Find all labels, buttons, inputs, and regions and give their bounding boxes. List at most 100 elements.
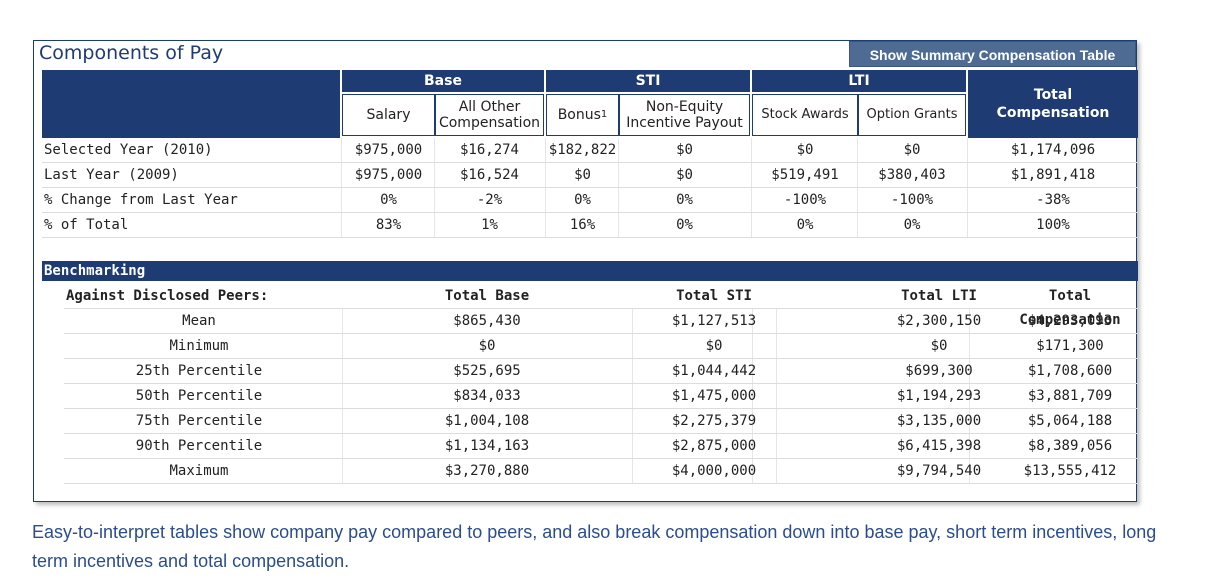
bench-row-label: Maximum: [169, 463, 229, 479]
cell-non-equity: $0: [676, 167, 693, 183]
column-divider: [632, 409, 633, 433]
column-divider: [857, 213, 858, 237]
bench-cell-total-sti: $2,275,379: [671, 413, 757, 429]
bench-cell-total-lti: $1,194,293: [896, 388, 982, 404]
cell-bonus: $0: [574, 167, 591, 183]
bench-cell-total-compensation: $4,293,093: [1027, 313, 1113, 329]
bench-cell-total-compensation: $5,064,188: [1027, 413, 1113, 429]
group-header-total: Total Compensation: [968, 70, 1138, 138]
column-divider: [342, 434, 343, 458]
column-divider: [618, 138, 619, 162]
column-divider: [969, 459, 970, 483]
column-divider: [857, 138, 858, 162]
top-table-row: Selected Year (2010) $975,000 $16,274 $182,…: [42, 138, 1138, 163]
cell-bonus: 0%: [574, 192, 591, 208]
panel-title: Components of Pay: [39, 42, 224, 64]
row-label: Last Year (2009): [44, 167, 179, 183]
bench-row-label: 25th Percentile: [135, 363, 263, 379]
bench-header-label: Against Disclosed Peers:: [66, 288, 269, 304]
bench-cell-total-sti: $1,127,513: [671, 313, 757, 329]
column-divider: [776, 459, 777, 483]
cell-salary: 0%: [380, 192, 397, 208]
bench-cell-total-base: $1,134,163: [444, 438, 530, 454]
cell-stock-awards: $0: [796, 142, 814, 158]
column-divider: [434, 138, 435, 162]
column-divider: [341, 138, 342, 162]
column-divider: [751, 163, 752, 187]
column-divider: [342, 459, 343, 483]
cell-stock-awards: -100%: [783, 192, 827, 208]
bench-cell-total-lti: $699,300: [905, 363, 973, 379]
column-divider: [618, 188, 619, 212]
bonus-label: Bonus: [557, 107, 601, 123]
bench-cell-total-sti: $4,000,000: [671, 463, 757, 479]
column-divider: [776, 384, 777, 408]
cell-all-other: $16,524: [459, 167, 519, 183]
col-bonus: Bonus 1: [546, 94, 619, 136]
column-divider: [776, 334, 777, 358]
bench-cell-total-compensation: $1,708,600: [1027, 363, 1113, 379]
bench-header-sti: Total STI: [676, 288, 752, 304]
bench-cell-total-base: $525,695: [453, 363, 521, 379]
column-divider: [342, 409, 343, 433]
benchmark-column-header: Against Disclosed Peers: Total Base Tota…: [64, 284, 1138, 328]
cell-total: $1,174,096: [1010, 142, 1096, 158]
column-divider: [969, 359, 970, 383]
cell-total: $1,891,418: [1010, 167, 1096, 183]
bench-cell-total-compensation: $171,300: [1036, 338, 1104, 354]
column-divider: [752, 384, 753, 408]
bench-row-label: Mean: [182, 313, 216, 329]
column-divider: [776, 359, 777, 383]
bench-cell-total-lti: $6,415,398: [896, 438, 982, 454]
column-divider: [632, 384, 633, 408]
bench-cell-total-lti: $2,300,150: [896, 313, 982, 329]
benchmark-row: 25th Percentile $525,695 $1,044,442 $699,30…: [64, 359, 1138, 384]
cell-option-grants: $380,403: [878, 167, 946, 183]
column-divider: [967, 138, 968, 162]
bonus-footnote: 1: [600, 109, 608, 120]
row-label: % Change from Last Year: [44, 192, 238, 208]
column-divider: [751, 188, 752, 212]
row-label: Selected Year (2010): [44, 142, 213, 158]
col-non-equity: Non-Equity Incentive Payout: [619, 94, 750, 136]
cell-bonus: 16%: [569, 217, 596, 233]
column-divider: [752, 409, 753, 433]
column-divider: [341, 213, 342, 237]
bench-header-lti: Total LTI: [901, 288, 977, 304]
column-divider: [618, 213, 619, 237]
show-summary-table-button[interactable]: Show Summary Compensation Table: [849, 41, 1136, 67]
col-salary: Salary: [342, 94, 435, 136]
column-divider: [434, 213, 435, 237]
column-divider: [341, 188, 342, 212]
bench-cell-total-lti: $9,794,540: [896, 463, 982, 479]
bench-cell-total-base: $1,004,108: [444, 413, 530, 429]
bench-row-label: 50th Percentile: [135, 388, 263, 404]
column-divider: [969, 434, 970, 458]
bench-cell-total-base: $834,033: [453, 388, 521, 404]
column-divider: [341, 163, 342, 187]
cell-non-equity: 0%: [676, 217, 693, 233]
column-divider: [545, 163, 546, 187]
column-divider: [752, 434, 753, 458]
column-divider: [752, 334, 753, 358]
cell-non-equity: 0%: [676, 192, 693, 208]
column-divider: [776, 409, 777, 433]
bench-cell-total-sti: $1,044,442: [671, 363, 757, 379]
bench-row-label: Minimum: [169, 338, 229, 354]
column-divider: [342, 359, 343, 383]
cell-stock-awards: $519,491: [771, 167, 839, 183]
column-divider: [967, 163, 968, 187]
cell-salary: $975,000: [354, 167, 423, 183]
bench-cell-total-sti: $1,475,000: [671, 388, 757, 404]
bench-cell-total-base: $3,270,880: [444, 463, 530, 479]
column-divider: [545, 213, 546, 237]
total-compensation-label: Total Compensation: [996, 87, 1110, 121]
column-divider: [342, 384, 343, 408]
column-divider: [857, 188, 858, 212]
bench-cell-total-compensation: $3,881,709: [1027, 388, 1113, 404]
bench-cell-total-lti: $3,135,000: [896, 413, 982, 429]
column-divider: [434, 163, 435, 187]
column-divider: [618, 163, 619, 187]
bench-cell-total-sti: $0: [705, 338, 723, 354]
bench-header-base: Total Base: [444, 288, 530, 304]
